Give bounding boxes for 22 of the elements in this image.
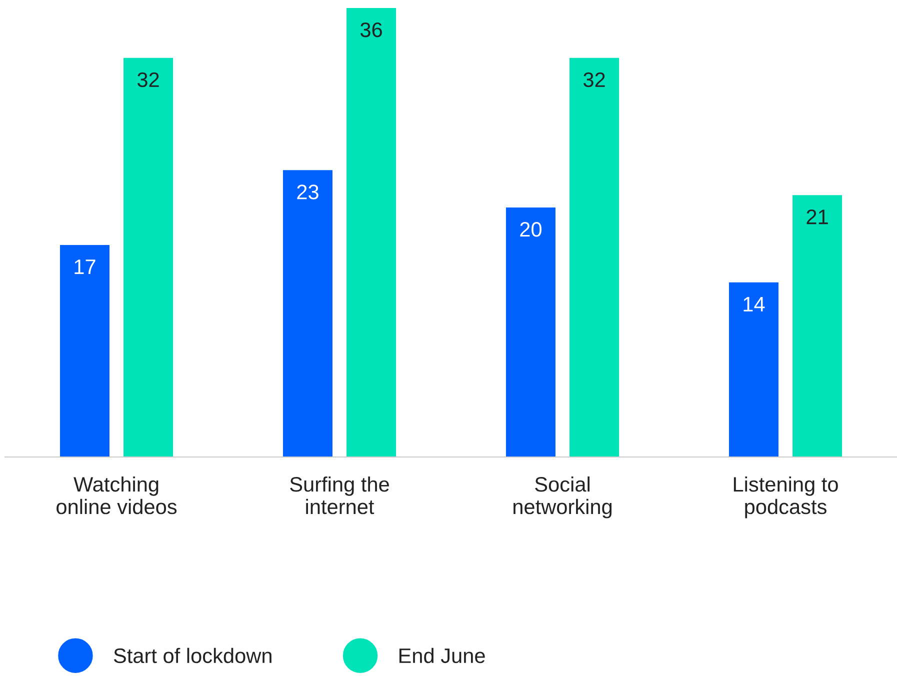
bar [124, 58, 174, 457]
legend-label: End June [399, 648, 485, 664]
x-tick-label: Listening to podcasts [734, 476, 838, 518]
data-label: 21 [806, 210, 828, 224]
data-label: 32 [137, 72, 159, 88]
data-label: 36 [360, 22, 382, 38]
data-label: 23 [297, 184, 318, 200]
data-label: 14 [744, 297, 765, 312]
bar [570, 58, 620, 457]
bar [346, 8, 396, 457]
data-label: 32 [583, 72, 605, 88]
x-tick-label: Surfing the internet [290, 476, 389, 514]
bar [60, 244, 110, 457]
x-tick-label: Social networking [514, 476, 612, 518]
x-tick-label: Watching online videos [56, 476, 177, 514]
bar [728, 282, 778, 457]
data-label: 17 [74, 260, 96, 274]
bar [282, 170, 332, 457]
bar [792, 195, 842, 457]
bar [506, 208, 556, 457]
legend-label: Start of lockdown [114, 648, 272, 664]
data-label: 20 [520, 222, 542, 237]
